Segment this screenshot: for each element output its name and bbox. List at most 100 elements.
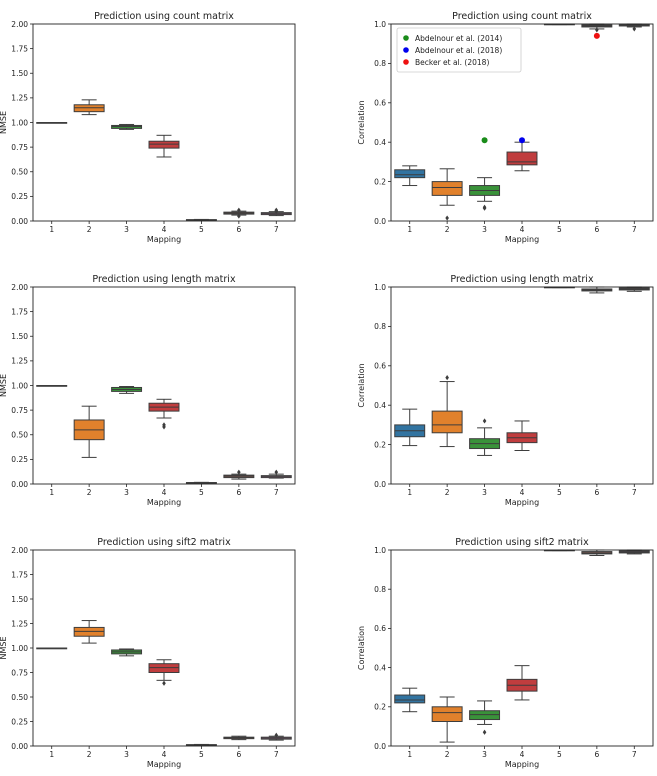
x-tick-label: 7 bbox=[632, 225, 637, 234]
box-2 bbox=[431, 375, 463, 448]
x-tick-label: 2 bbox=[87, 488, 92, 497]
x-tick-label: 4 bbox=[162, 488, 167, 497]
box-6 bbox=[223, 735, 255, 741]
y-tick-label: 1.75 bbox=[11, 44, 28, 53]
x-tick-label: 4 bbox=[162, 750, 167, 759]
x-tick-label: 6 bbox=[236, 750, 241, 759]
box-2 bbox=[73, 405, 105, 458]
box-body bbox=[506, 151, 538, 166]
chart-title: Prediction using sift2 matrix bbox=[455, 537, 589, 548]
axes-frame bbox=[390, 286, 654, 485]
x-tick-label: 2 bbox=[445, 225, 450, 234]
box-body bbox=[394, 169, 426, 179]
box-3 bbox=[469, 177, 501, 211]
y-tick-label: 0.50 bbox=[11, 693, 28, 702]
y-tick-label: 1.00 bbox=[11, 381, 28, 390]
legend-label: Becker et al. (2018) bbox=[415, 58, 489, 67]
x-tick-label: 5 bbox=[557, 488, 562, 497]
y-tick-label: 0.25 bbox=[11, 455, 28, 464]
x-axis-label: Mapping bbox=[147, 498, 181, 507]
x-tick-label: 2 bbox=[87, 225, 92, 234]
y-tick-label: 0.75 bbox=[11, 406, 28, 415]
y-tick-label: 0.2 bbox=[374, 177, 386, 186]
x-tick-label: 1 bbox=[49, 488, 54, 497]
x-tick-label: 4 bbox=[520, 750, 525, 759]
outlier-marker bbox=[632, 26, 637, 32]
box-1 bbox=[394, 687, 426, 713]
box-body bbox=[394, 694, 426, 704]
x-tick-label: 4 bbox=[520, 225, 525, 234]
x-tick-label: 5 bbox=[199, 750, 204, 759]
legend-box bbox=[396, 27, 522, 73]
y-tick-label: 1.0 bbox=[374, 20, 386, 29]
outlier-marker bbox=[482, 729, 487, 735]
reference-point bbox=[481, 137, 488, 144]
box-4 bbox=[506, 665, 538, 701]
box-6 bbox=[581, 286, 613, 294]
y-tick-label: 0.2 bbox=[374, 440, 386, 449]
y-tick-label: 0.6 bbox=[374, 624, 386, 633]
box-3 bbox=[469, 418, 501, 456]
y-tick-label: 1.75 bbox=[11, 570, 28, 579]
outlier-marker bbox=[274, 732, 279, 738]
chart-panel-1: Prediction using count matrix Mapping NMSE… bbox=[0, 11, 296, 244]
box-4 bbox=[148, 398, 180, 430]
x-tick-label: 7 bbox=[274, 750, 279, 759]
y-tick-label: 0.6 bbox=[374, 362, 386, 371]
x-tick-label: 6 bbox=[236, 225, 241, 234]
box-2 bbox=[73, 620, 105, 644]
box-6 bbox=[581, 23, 613, 33]
y-tick-label: 0.4 bbox=[374, 401, 386, 410]
outlier-marker bbox=[482, 205, 487, 211]
axes-frame bbox=[390, 549, 654, 747]
outlier-marker bbox=[162, 424, 166, 430]
y-tick-label: 1.50 bbox=[11, 332, 28, 341]
y-tick-label: 2.00 bbox=[11, 546, 28, 555]
box-1 bbox=[36, 647, 68, 650]
x-tick-label: 7 bbox=[632, 750, 637, 759]
box-4 bbox=[506, 141, 538, 172]
box-7 bbox=[618, 286, 650, 292]
x-tick-label: 7 bbox=[632, 488, 637, 497]
y-tick-label: 1.25 bbox=[11, 94, 28, 103]
chart-panel-2: Prediction using count matrix Mapping Corr… bbox=[357, 11, 654, 244]
outlier-marker bbox=[237, 207, 241, 213]
box-6 bbox=[581, 549, 613, 556]
x-tick-label: 6 bbox=[594, 488, 599, 497]
y-tick-label: 0.0 bbox=[374, 480, 386, 489]
chart-title: Prediction using count matrix bbox=[94, 11, 234, 22]
box-5 bbox=[185, 743, 217, 746]
x-tick-label: 1 bbox=[407, 488, 412, 497]
x-tick-label: 1 bbox=[49, 225, 54, 234]
legend-label: Abdelnour et al. (2018) bbox=[415, 46, 502, 55]
box-3 bbox=[469, 700, 501, 735]
x-tick-label: 5 bbox=[557, 225, 562, 234]
chart-panel-6: Prediction using sift2 matrix Mapping Corr… bbox=[357, 537, 654, 769]
box-7 bbox=[260, 207, 292, 217]
y-tick-label: 0.50 bbox=[11, 168, 28, 177]
outlier-marker bbox=[595, 27, 599, 33]
x-tick-label: 6 bbox=[236, 488, 241, 497]
box-7 bbox=[260, 469, 292, 479]
y-tick-label: 1.0 bbox=[374, 283, 386, 292]
box-5 bbox=[185, 218, 217, 221]
box-body bbox=[431, 706, 463, 722]
y-axis-label: Correlation bbox=[357, 100, 366, 144]
legend-marker bbox=[403, 35, 409, 41]
outlier-marker bbox=[445, 215, 449, 221]
x-tick-label: 3 bbox=[124, 225, 129, 234]
y-tick-label: 1.0 bbox=[374, 546, 386, 555]
box-7 bbox=[618, 23, 650, 32]
chart-panel-4: Prediction using length matrix Mapping Cor… bbox=[357, 274, 654, 507]
x-tick-label: 7 bbox=[274, 225, 279, 234]
box-4 bbox=[148, 659, 180, 686]
x-tick-label: 3 bbox=[482, 750, 487, 759]
x-tick-label: 4 bbox=[162, 225, 167, 234]
box-body bbox=[431, 410, 463, 434]
outlier-marker bbox=[237, 213, 241, 219]
y-axis-label: NMSE bbox=[0, 374, 8, 397]
axes-frame bbox=[32, 286, 296, 485]
y-tick-label: 1.75 bbox=[11, 307, 28, 316]
x-tick-label: 2 bbox=[87, 750, 92, 759]
outlier-marker bbox=[445, 375, 449, 381]
